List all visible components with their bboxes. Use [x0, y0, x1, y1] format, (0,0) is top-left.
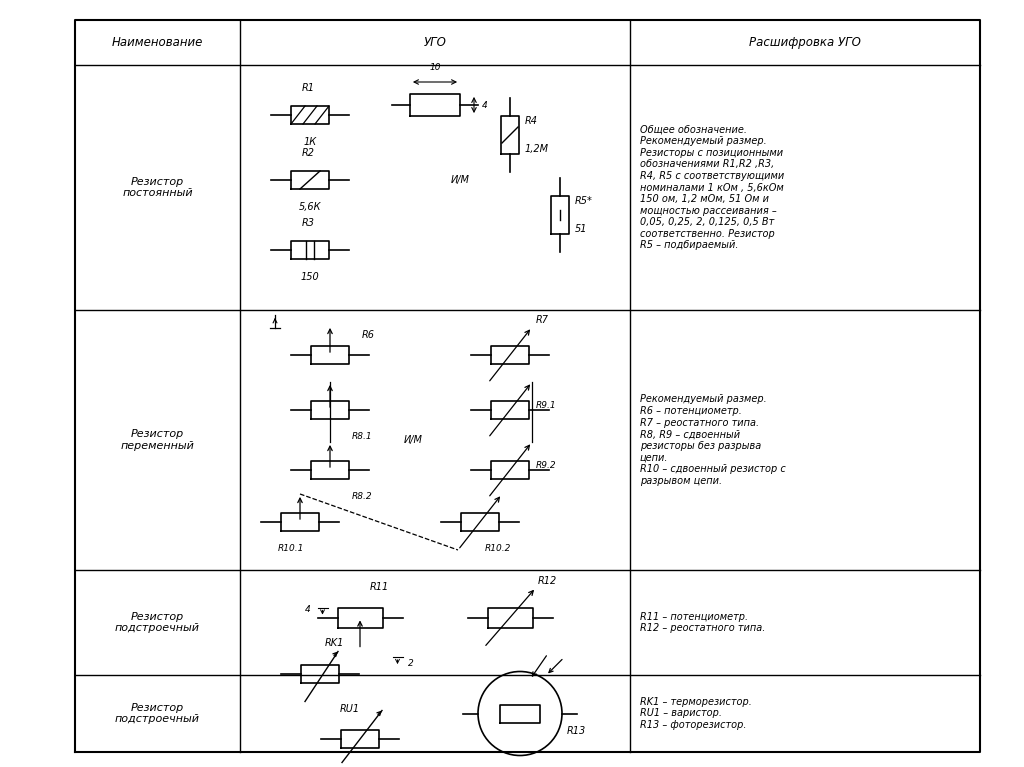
Text: R8.1: R8.1: [352, 432, 373, 441]
Text: R1: R1: [301, 83, 314, 93]
Text: R6: R6: [362, 330, 375, 340]
Text: 51: 51: [575, 224, 588, 234]
Text: R9.2: R9.2: [536, 460, 557, 469]
Text: Резистор
переменный: Резистор переменный: [121, 430, 195, 451]
Text: 1К: 1К: [303, 137, 316, 147]
Text: УГО: УГО: [424, 36, 446, 49]
Text: Резистор
подстроечный: Резистор подстроечный: [115, 703, 200, 724]
Text: RK1: RK1: [325, 638, 344, 649]
Text: R4: R4: [525, 116, 538, 126]
Text: 150: 150: [301, 272, 319, 282]
Text: R9.1: R9.1: [536, 400, 557, 410]
Text: RU1: RU1: [340, 703, 360, 713]
Text: И/М: И/М: [403, 435, 423, 445]
Text: Резистор
постоянный: Резистор постоянный: [122, 176, 193, 199]
Text: 10: 10: [429, 63, 440, 72]
Text: Резистор
подстроечный: Резистор подстроечный: [115, 612, 200, 634]
Text: Наименование: Наименование: [112, 36, 203, 49]
Text: Расшифровка УГО: Расшифровка УГО: [750, 36, 861, 49]
Text: 4: 4: [482, 100, 487, 110]
Text: 1,2М: 1,2М: [525, 144, 549, 154]
Text: RK1 – терморезистор.
RU1 – варистор.
R13 – фоторезистор.: RK1 – терморезистор. RU1 – варистор. R13…: [640, 697, 752, 730]
Text: Общее обозначение.
Рекомендуемый размер.
Резисторы с позиционными
обозначениями : Общее обозначение. Рекомендуемый размер.…: [640, 124, 784, 251]
Text: R3: R3: [301, 218, 314, 228]
Text: R8.2: R8.2: [352, 492, 373, 501]
Text: Рекомендуемый размер.
R6 – потенциометр.
R7 – реостатного типа.
R8, R9 – сдвоенн: Рекомендуемый размер. R6 – потенциометр.…: [640, 394, 785, 486]
Text: R13: R13: [567, 726, 587, 736]
Text: 5,6К: 5,6К: [299, 202, 322, 212]
Text: R11: R11: [370, 582, 389, 592]
Text: R2: R2: [301, 148, 314, 158]
Text: R5*: R5*: [575, 196, 593, 206]
Text: R11 – потенциометр.
R12 – реостатного типа.: R11 – потенциометр. R12 – реостатного ти…: [640, 612, 765, 634]
Text: R10.2: R10.2: [485, 544, 511, 553]
Text: R12: R12: [538, 575, 557, 585]
Text: 4: 4: [305, 605, 310, 614]
Text: 2: 2: [408, 659, 414, 667]
Text: И/М: И/М: [451, 175, 469, 185]
Text: R7: R7: [536, 315, 549, 325]
Text: R10.1: R10.1: [278, 544, 304, 553]
